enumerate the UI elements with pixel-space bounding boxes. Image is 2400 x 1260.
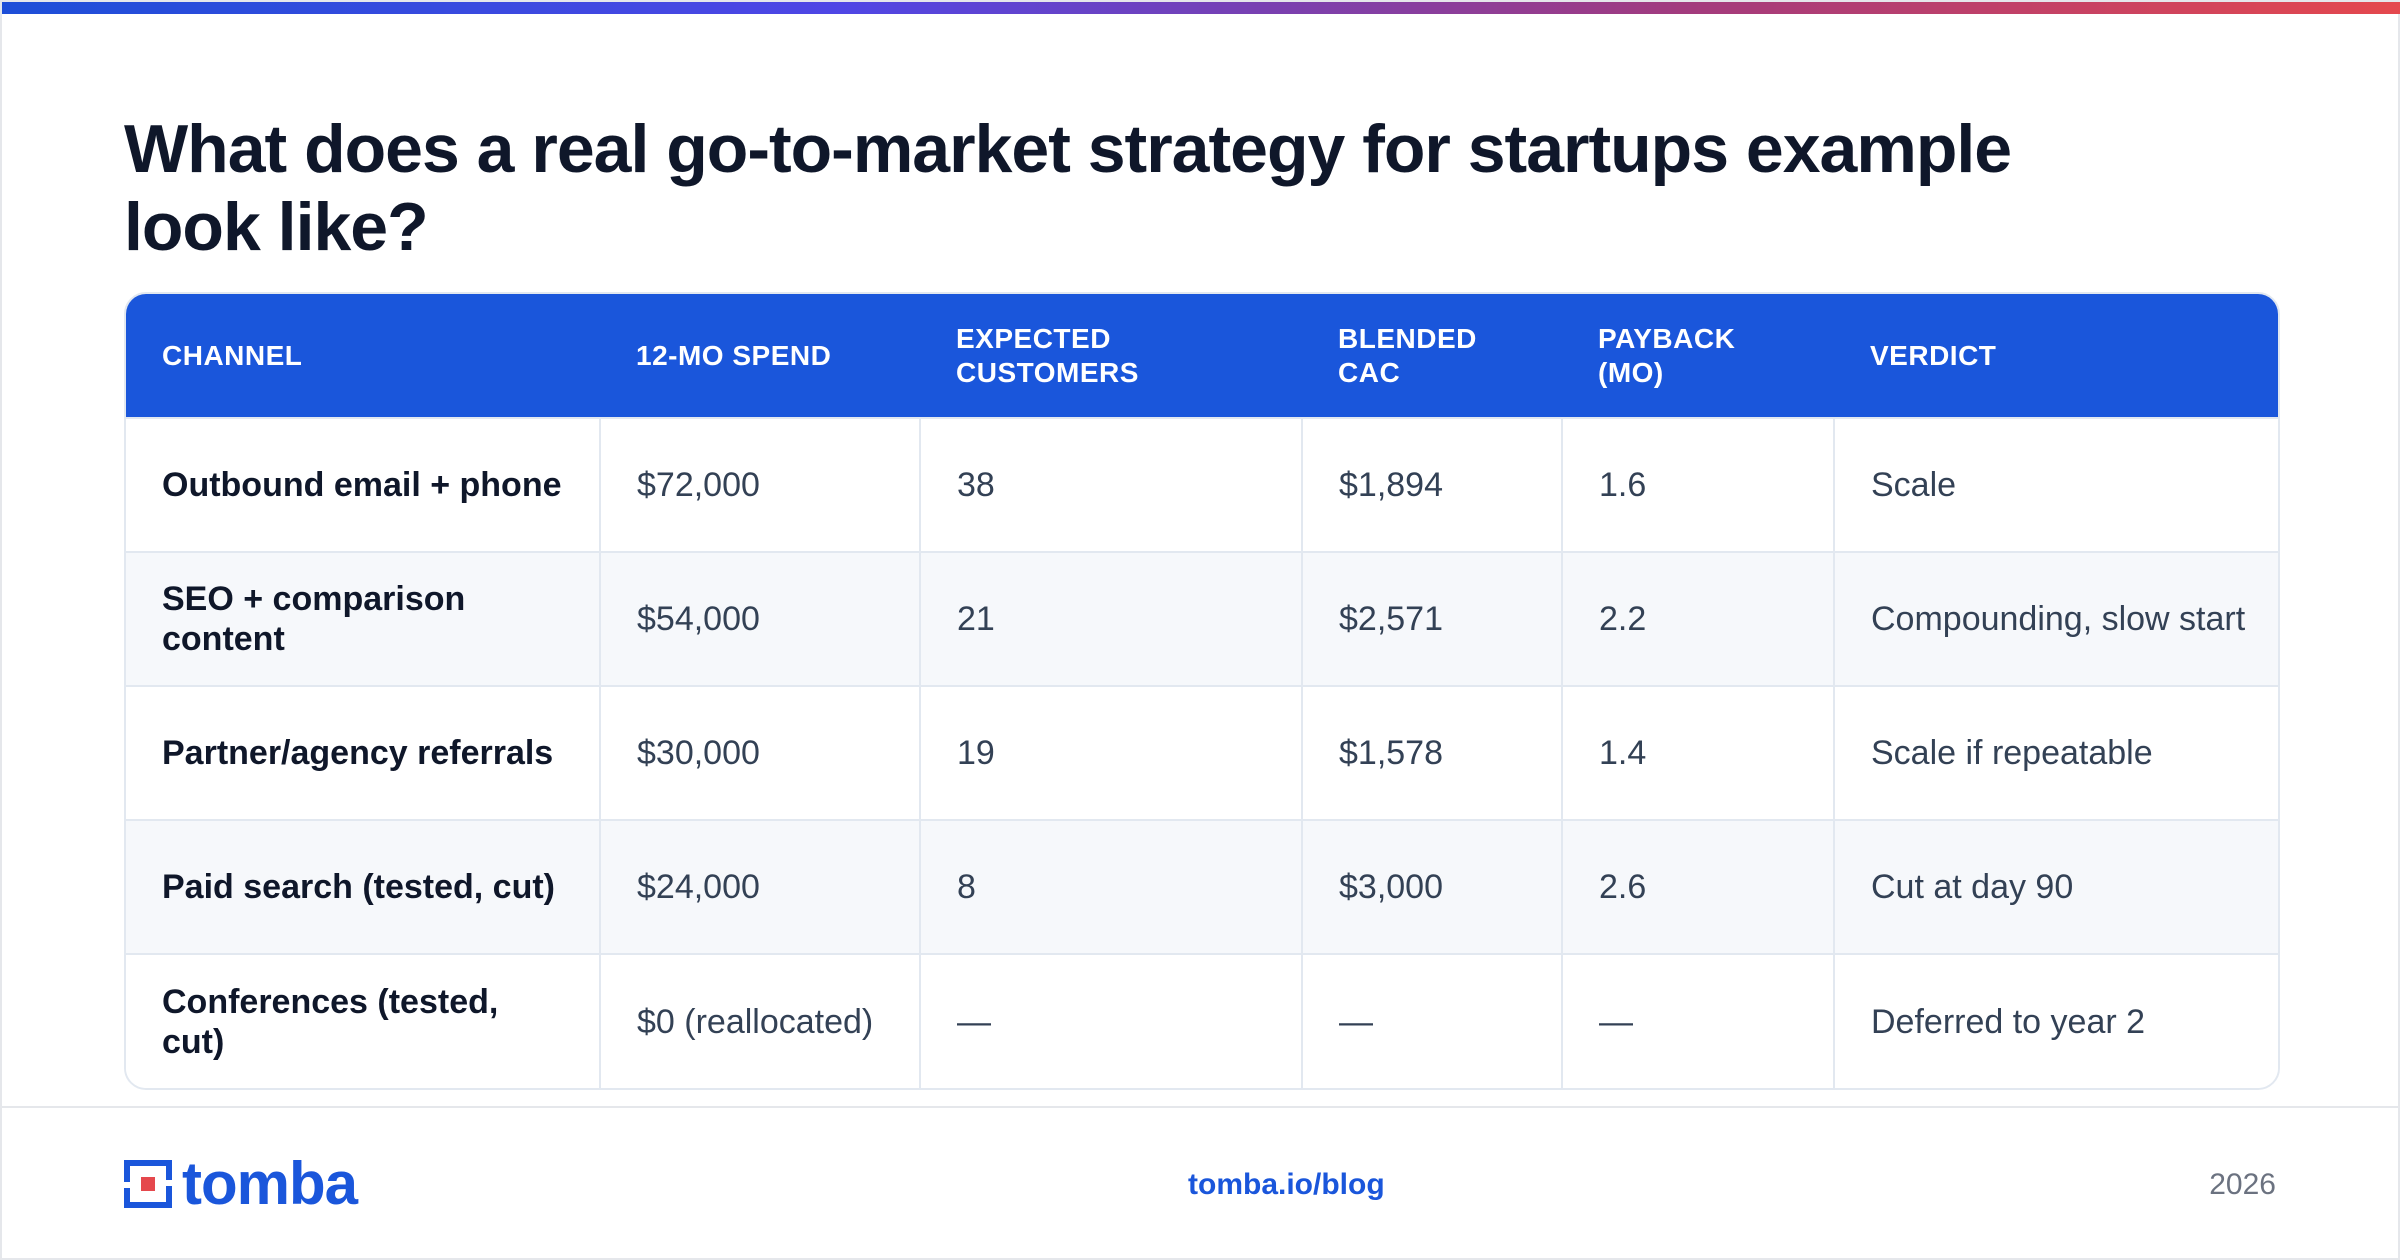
- cell-verdict: Scale if repeatable: [1833, 685, 2278, 820]
- cell-spend: $30,000: [599, 685, 920, 820]
- footer-divider: [2, 1106, 2400, 1108]
- cell-verdict: Compounding, slow start: [1833, 551, 2278, 686]
- cell-verdict: Cut at day 90: [1833, 819, 2278, 954]
- cell-expected-customers: 21: [919, 551, 1302, 686]
- comparison-table: CHANNEL 12-MO SPEND EXPECTED CUSTOMERS B…: [124, 292, 2280, 1090]
- cell-payback: —: [1561, 953, 1834, 1088]
- cell-channel: SEO + comparison content: [126, 551, 600, 686]
- cell-verdict: Scale: [1833, 417, 2278, 552]
- table-row: Outbound email + phone $72,000 38 $1,894…: [126, 417, 2278, 552]
- cell-blended-cac: $1,894: [1301, 417, 1562, 552]
- cell-spend: $0 (reallocated): [599, 953, 920, 1088]
- column-header-spend: 12-MO SPEND: [636, 339, 832, 371]
- top-gradient-bar: [2, 2, 2400, 14]
- cell-blended-cac: —: [1301, 953, 1562, 1088]
- cell-channel: Outbound email + phone: [126, 417, 600, 552]
- cell-spend: $24,000: [599, 819, 920, 954]
- cell-channel: Partner/agency referrals: [126, 685, 600, 820]
- table-row: Conferences (tested, cut) $0 (reallocate…: [126, 953, 2278, 1088]
- cell-verdict: Deferred to year 2: [1833, 953, 2278, 1088]
- column-header-payback: PAYBACK (MO): [1598, 322, 1736, 388]
- cell-expected-customers: 38: [919, 417, 1302, 552]
- column-header-verdict: VERDICT: [1870, 339, 1997, 371]
- cell-spend: $72,000: [599, 417, 920, 552]
- cell-payback: 1.6: [1561, 417, 1834, 552]
- cell-blended-cac: $3,000: [1301, 819, 1562, 954]
- tomba-logo-icon: [124, 1160, 172, 1208]
- column-header-channel: CHANNEL: [162, 339, 303, 371]
- cell-payback: 2.6: [1561, 819, 1834, 954]
- cell-channel: Conferences (tested, cut): [126, 953, 600, 1088]
- cell-blended-cac: $2,571: [1301, 551, 1562, 686]
- blog-link[interactable]: tomba.io/blog: [1188, 1168, 1385, 1201]
- cell-spend: $54,000: [599, 551, 920, 686]
- cell-expected-customers: —: [919, 953, 1302, 1088]
- cell-payback: 2.2: [1561, 551, 1834, 686]
- table-row: Partner/agency referrals $30,000 19 $1,5…: [126, 685, 2278, 820]
- cell-blended-cac: $1,578: [1301, 685, 1562, 820]
- cell-expected-customers: 8: [919, 819, 1302, 954]
- table-header-row: CHANNEL 12-MO SPEND EXPECTED CUSTOMERS B…: [126, 294, 2278, 418]
- column-header-expected-customers: EXPECTED CUSTOMERS: [956, 322, 1139, 388]
- footer-year: 2026: [2209, 1168, 2276, 1201]
- logo-wordmark: tomba: [182, 1150, 358, 1217]
- cell-channel: Paid search (tested, cut): [126, 819, 600, 954]
- page-title: What does a real go-to-market strategy f…: [124, 111, 2012, 265]
- column-header-blended-cac: BLENDED CAC: [1338, 322, 1477, 388]
- cell-expected-customers: 19: [919, 685, 1302, 820]
- table-row: Paid search (tested, cut) $24,000 8 $3,0…: [126, 819, 2278, 954]
- table-row: SEO + comparison content $54,000 21 $2,5…: [126, 551, 2278, 686]
- tomba-logo[interactable]: tomba: [124, 1150, 358, 1217]
- cell-payback: 1.4: [1561, 685, 1834, 820]
